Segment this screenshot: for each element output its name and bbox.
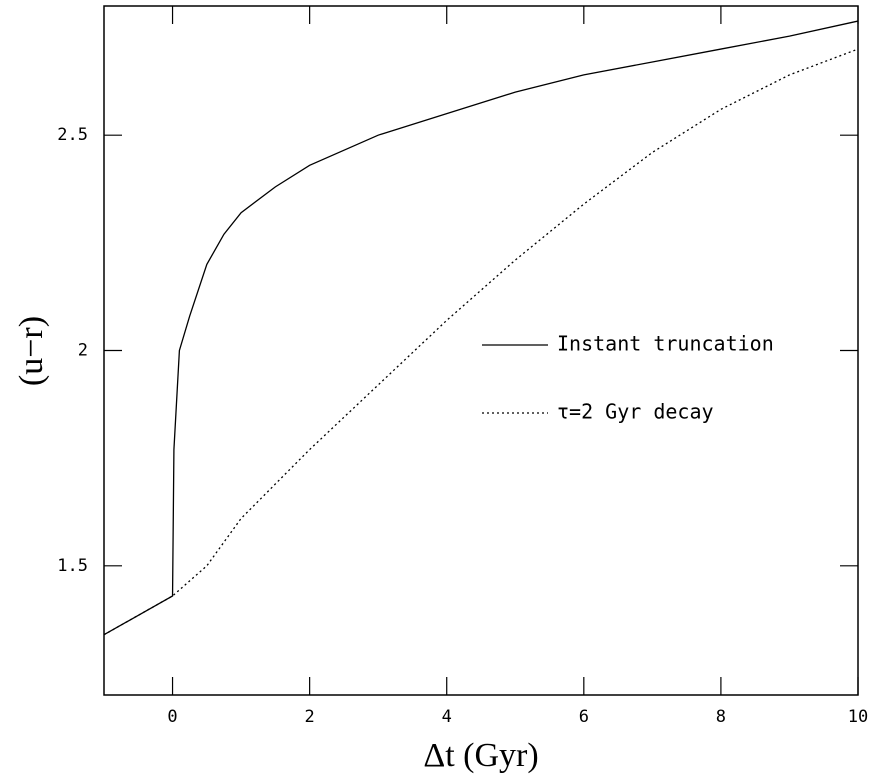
x-tick-label: 2 [305,707,315,727]
y-tick-label: 1.5 [57,556,88,576]
x-tick-label: 6 [579,707,589,727]
x-tick-label: 0 [167,707,177,727]
x-tick-label: 8 [716,707,726,727]
x-tick-label: 4 [442,707,452,727]
legend-label: Instant truncation [557,332,774,356]
x-axis-label: Δt (Gyr) [423,737,538,774]
legend-label: τ=2 Gyr decay [557,400,714,424]
data-line [103,20,859,636]
y-axis-label: (u−r) [13,316,50,386]
y-tick-label: 2.5 [57,125,88,145]
y-tick-label: 2 [78,341,88,361]
x-tick-label: 10 [848,707,868,727]
